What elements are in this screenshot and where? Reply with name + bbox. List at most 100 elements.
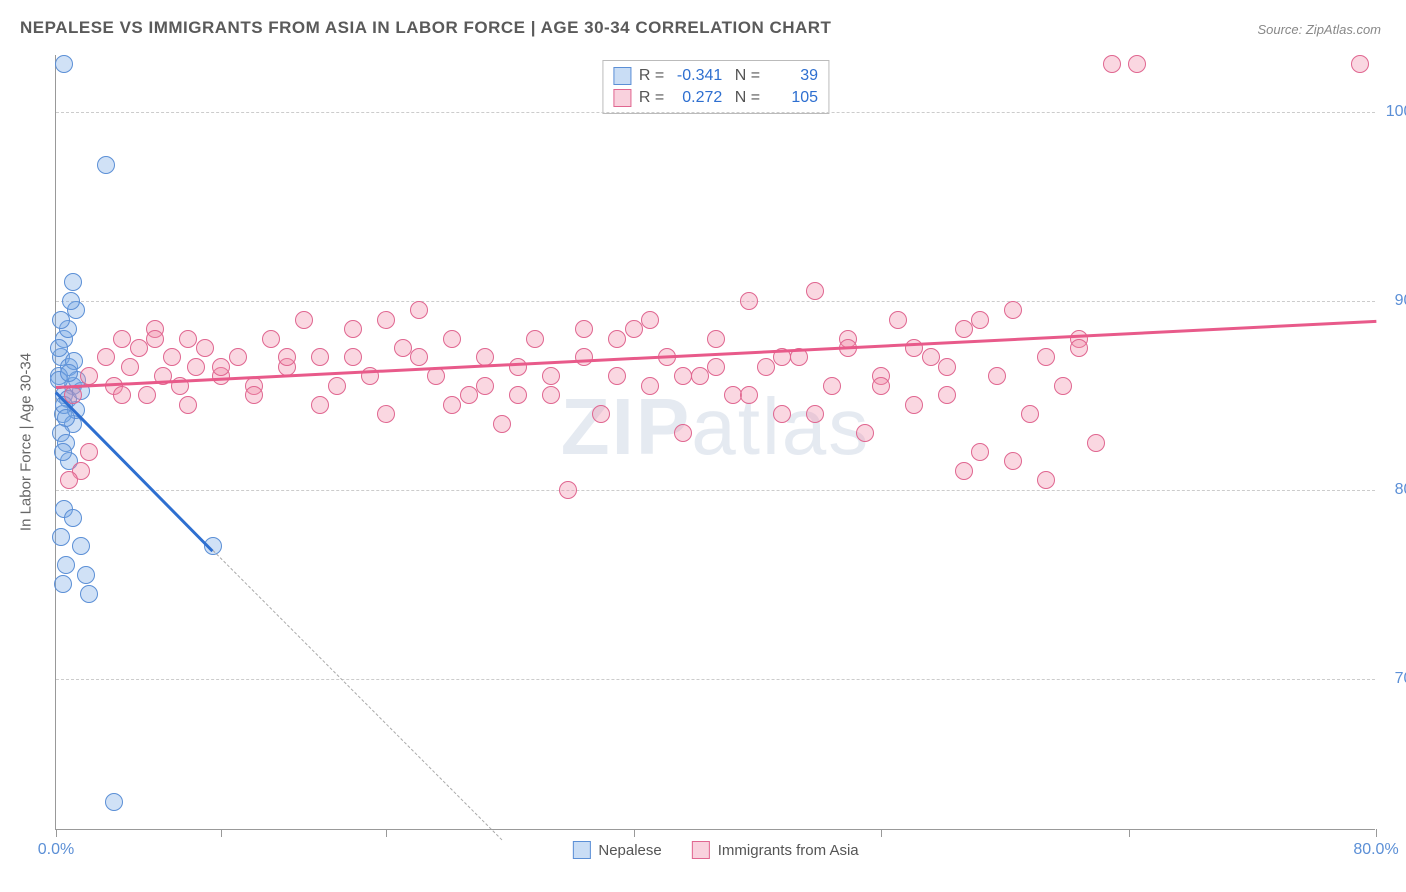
n-value-nepalese: 39 bbox=[768, 67, 818, 85]
data-point-pink bbox=[592, 405, 610, 423]
data-point-pink bbox=[311, 396, 329, 414]
data-point-pink bbox=[138, 386, 156, 404]
data-point-pink bbox=[344, 348, 362, 366]
data-point-pink bbox=[971, 311, 989, 329]
data-point-pink bbox=[187, 358, 205, 376]
x-tick bbox=[56, 829, 57, 837]
data-point-pink bbox=[955, 320, 973, 338]
data-point-pink bbox=[130, 339, 148, 357]
data-point-pink bbox=[262, 330, 280, 348]
data-point-pink bbox=[740, 386, 758, 404]
gridline-h bbox=[56, 301, 1375, 302]
trendline-nepalese-dashed bbox=[212, 550, 501, 840]
data-point-pink bbox=[674, 367, 692, 385]
data-point-pink bbox=[394, 339, 412, 357]
data-point-pink bbox=[377, 311, 395, 329]
r-value-nepalese: -0.341 bbox=[672, 67, 722, 85]
data-point-pink bbox=[559, 481, 577, 499]
data-point-blue bbox=[64, 509, 82, 527]
data-point-pink bbox=[608, 367, 626, 385]
data-point-blue bbox=[52, 311, 70, 329]
x-tick bbox=[1129, 829, 1130, 837]
x-tick bbox=[386, 829, 387, 837]
data-point-pink bbox=[121, 358, 139, 376]
data-point-pink bbox=[1087, 434, 1105, 452]
watermark: ZIPatlas bbox=[561, 381, 870, 473]
data-point-pink bbox=[905, 396, 923, 414]
gridline-h bbox=[56, 490, 1375, 491]
data-point-blue bbox=[97, 156, 115, 174]
data-point-pink bbox=[988, 367, 1006, 385]
data-point-blue bbox=[55, 55, 73, 73]
x-tick bbox=[1376, 829, 1377, 837]
data-point-blue bbox=[105, 793, 123, 811]
data-point-pink bbox=[922, 348, 940, 366]
data-point-pink bbox=[1103, 55, 1121, 73]
swatch-blue bbox=[572, 841, 590, 859]
n-label: N = bbox=[730, 67, 760, 85]
gridline-h bbox=[56, 679, 1375, 680]
data-point-pink bbox=[806, 405, 824, 423]
x-tick bbox=[634, 829, 635, 837]
data-point-blue bbox=[62, 292, 80, 310]
data-point-pink bbox=[509, 386, 527, 404]
data-point-pink bbox=[1070, 339, 1088, 357]
data-point-pink bbox=[773, 405, 791, 423]
data-point-pink bbox=[938, 386, 956, 404]
plot-area: In Labor Force | Age 30-34 ZIPatlas R = … bbox=[55, 55, 1375, 830]
x-tick-label: 80.0% bbox=[1353, 841, 1398, 859]
data-point-pink bbox=[641, 377, 659, 395]
data-point-pink bbox=[509, 358, 527, 376]
data-point-blue bbox=[80, 585, 98, 603]
data-point-pink bbox=[460, 386, 478, 404]
data-point-pink bbox=[229, 348, 247, 366]
data-point-pink bbox=[97, 348, 115, 366]
data-point-pink bbox=[377, 405, 395, 423]
data-point-pink bbox=[212, 358, 230, 376]
data-point-pink bbox=[889, 311, 907, 329]
swatch-pink bbox=[613, 89, 631, 107]
x-tick-label: 0.0% bbox=[38, 841, 74, 859]
data-point-pink bbox=[1128, 55, 1146, 73]
data-point-pink bbox=[1004, 452, 1022, 470]
chart-title: NEPALESE VS IMMIGRANTS FROM ASIA IN LABO… bbox=[20, 18, 831, 38]
data-point-blue bbox=[54, 443, 72, 461]
data-point-blue bbox=[57, 556, 75, 574]
data-point-pink bbox=[575, 348, 593, 366]
y-axis-label: In Labor Force | Age 30-34 bbox=[18, 353, 35, 531]
data-point-blue bbox=[50, 339, 68, 357]
data-point-pink bbox=[113, 386, 131, 404]
gridline-h bbox=[56, 112, 1375, 113]
n-value-asia: 105 bbox=[768, 89, 818, 107]
n-label: N = bbox=[730, 89, 760, 107]
data-point-blue bbox=[72, 537, 90, 555]
data-point-pink bbox=[575, 320, 593, 338]
data-point-blue bbox=[52, 528, 70, 546]
data-point-pink bbox=[80, 367, 98, 385]
data-point-pink bbox=[526, 330, 544, 348]
data-point-pink bbox=[724, 386, 742, 404]
data-point-pink bbox=[691, 367, 709, 385]
data-point-pink bbox=[427, 367, 445, 385]
data-point-pink bbox=[179, 330, 197, 348]
data-point-pink bbox=[245, 386, 263, 404]
data-point-pink bbox=[1037, 471, 1055, 489]
data-point-pink bbox=[328, 377, 346, 395]
data-point-blue bbox=[77, 566, 95, 584]
y-tick-label: 100.0% bbox=[1385, 103, 1406, 121]
data-point-pink bbox=[806, 282, 824, 300]
data-point-pink bbox=[1004, 301, 1022, 319]
legend-label: Immigrants from Asia bbox=[718, 842, 859, 859]
r-value-asia: 0.272 bbox=[672, 89, 722, 107]
data-point-pink bbox=[707, 330, 725, 348]
data-point-pink bbox=[295, 311, 313, 329]
data-point-pink bbox=[757, 358, 775, 376]
data-point-pink bbox=[443, 396, 461, 414]
swatch-blue bbox=[613, 67, 631, 85]
data-point-pink bbox=[955, 462, 973, 480]
legend-label: Nepalese bbox=[598, 842, 661, 859]
data-point-pink bbox=[278, 348, 296, 366]
y-tick-label: 90.0% bbox=[1385, 292, 1406, 310]
source-attribution: Source: ZipAtlas.com bbox=[1257, 22, 1381, 37]
data-point-pink bbox=[311, 348, 329, 366]
